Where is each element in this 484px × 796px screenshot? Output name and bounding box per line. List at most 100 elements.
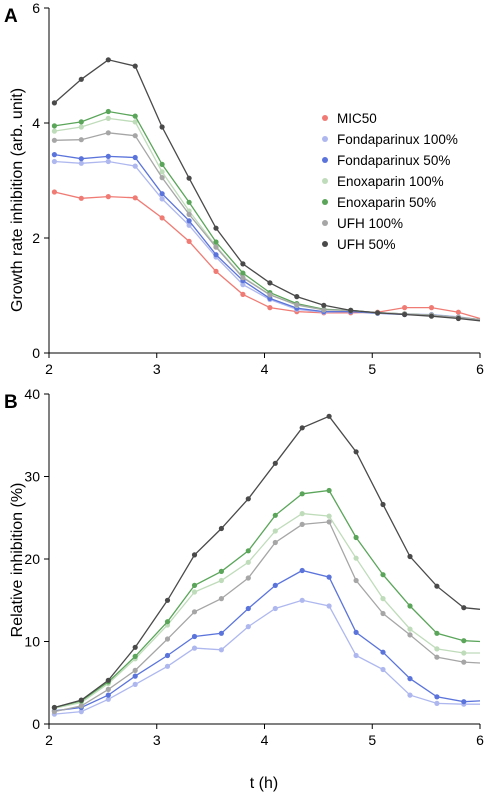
data-point [132,163,138,169]
data-point [191,589,198,595]
data-point [245,575,251,581]
panel-b-y-tick-label: 10 [24,634,40,650]
data-point [245,605,251,612]
data-point [164,652,171,659]
panel-b-series-ufh-100 [51,519,481,715]
data-point [78,697,84,703]
data-point [267,280,273,286]
panel-b-series [51,413,481,717]
data-point [105,130,111,136]
data-point [132,154,138,161]
data-point [461,650,467,656]
data-point [455,309,461,315]
panel-a-series-mic50 [51,189,481,320]
data-point [191,633,198,640]
panel-a-x-tick-label: 5 [368,361,376,377]
legend-label: Enoxaparin 50% [337,195,436,210]
data-point [272,539,278,546]
panel-a-y-tick-label: 0 [32,345,40,361]
data-point [51,100,58,106]
series-line [54,191,481,320]
legend-marker [322,178,328,184]
data-point [245,548,251,554]
data-point [132,195,138,201]
panel-b-series-fondaparinux-50 [51,567,481,714]
data-point [407,692,413,698]
data-point [380,649,386,655]
data-point [78,76,84,82]
data-point [132,63,138,69]
panel-a-y-tick-label: 2 [32,230,40,246]
data-point [105,115,111,121]
data-point [348,307,354,313]
data-point [455,315,461,322]
data-point [402,305,408,311]
data-point [186,218,192,224]
data-point [159,169,165,175]
legend-marker [322,220,328,226]
data-point [164,636,171,642]
data-point [159,191,165,197]
data-point [299,521,305,528]
data-point [428,313,435,319]
panel-b-x-tick-label: 5 [368,732,376,748]
data-point [218,630,224,636]
data-point [407,603,413,609]
data-point [326,519,332,525]
data-point [326,413,332,419]
data-point [186,211,192,217]
data-point [272,605,278,612]
data-point [191,609,198,615]
data-point [191,645,198,651]
data-point [353,534,359,541]
data-point [213,252,219,258]
data-point [105,158,111,165]
data-point [353,652,359,659]
data-point [213,239,219,245]
data-point [159,124,165,130]
legend-marker [322,115,328,121]
data-point [78,119,84,125]
panel-b-x-tick-label: 6 [476,732,484,748]
panel-a-legend: MIC50 Fondaparinux 100% Fondaparinux 50% En… [322,111,458,252]
data-point [164,619,171,625]
data-point [132,133,138,139]
data-point [186,199,192,205]
data-point [299,567,305,574]
data-point [240,275,246,281]
data-point [240,291,246,297]
data-point [380,596,386,602]
data-point [132,653,138,660]
panel-a-y-tick-label: 4 [32,115,40,131]
data-point [294,294,300,300]
data-point [272,512,278,518]
data-point [461,605,467,611]
panel-b-x-tick-label: 3 [153,732,161,748]
data-point [78,137,84,143]
panel-a-x-tick-label: 4 [261,361,269,377]
legend-label: UFH 50% [337,237,396,252]
panel-a-y-tick-label: 6 [32,0,40,16]
legend-label: Fondaparinux 50% [337,153,450,168]
data-point [164,597,171,603]
data-point [353,555,359,561]
panel-b-xlabel: t (h) [250,775,278,792]
data-point [299,425,305,431]
data-point [407,632,413,638]
legend-item-enoxaparin-50: Enoxaparin 50% [322,195,436,210]
data-point [267,305,273,311]
legend-item-mic50: MIC50 [322,111,377,126]
panel-b-x-tick-label: 4 [261,732,269,748]
panel-b-y-tick-label: 0 [32,716,40,732]
data-point [186,175,192,181]
data-point [78,156,84,162]
data-point [159,215,165,221]
data-point [299,491,305,497]
data-point [407,676,413,682]
data-point [105,696,111,702]
data-point [51,189,58,195]
data-point [164,663,171,669]
legend-marker [322,241,328,247]
data-point [434,700,440,707]
data-point [380,666,386,673]
